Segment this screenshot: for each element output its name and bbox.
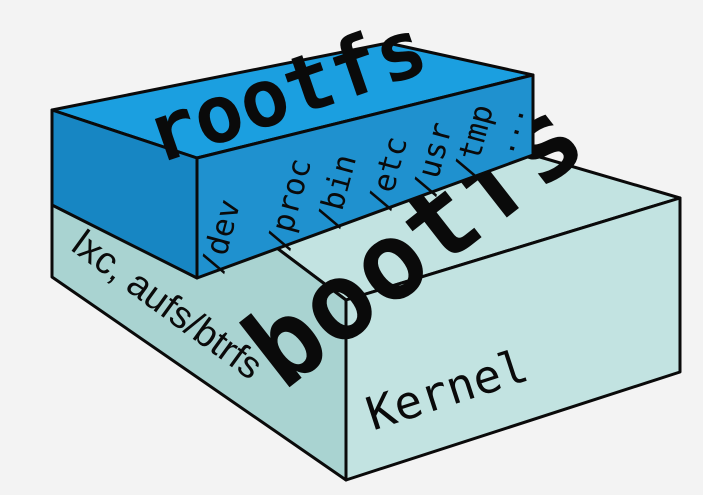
bootfs-block: bootfs lxc, aufs/btrfs Kernel <box>50 74 682 482</box>
rootfs-side-face <box>195 73 535 280</box>
bootfs-front-face <box>344 196 682 482</box>
